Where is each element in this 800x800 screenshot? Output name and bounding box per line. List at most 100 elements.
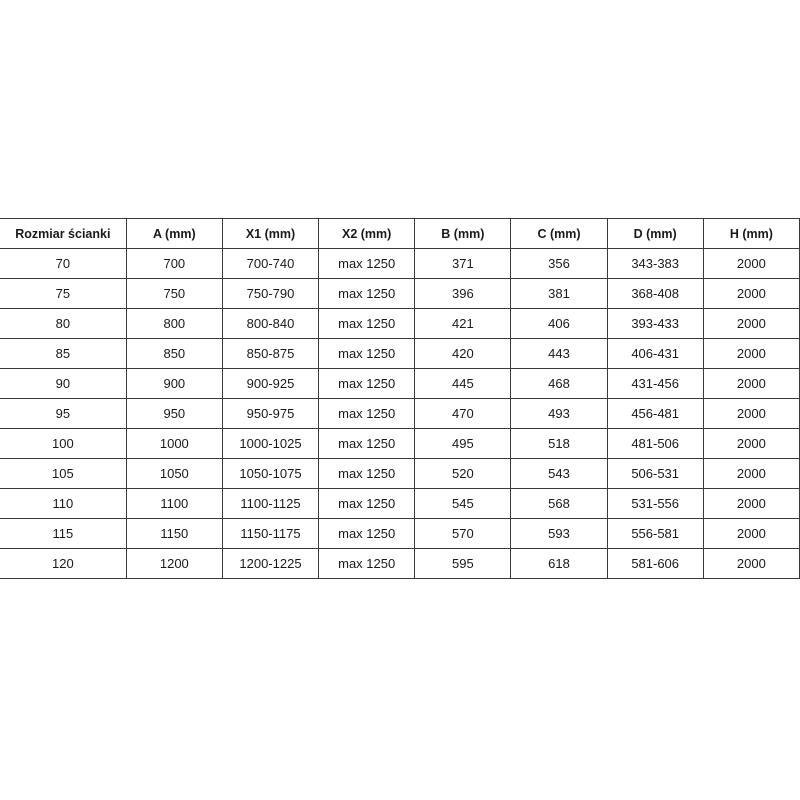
table-row: 120 1200 1200-1225 max 1250 595 618 581-606 200… (0, 548, 800, 579)
cell-h: 2000 (702, 248, 800, 279)
cell-x1: 1000-1025 (221, 428, 320, 459)
table-row: 85 850 850-875 max 1250 420 443 406-431 2000 (0, 338, 800, 369)
cell-wall-size: 115 (0, 518, 127, 549)
cell-wall-size: 120 (0, 548, 127, 579)
cell-b: 495 (414, 428, 512, 459)
cell-c: 593 (510, 518, 608, 549)
cell-c: 443 (510, 338, 608, 369)
cell-a: 1200 (125, 548, 223, 579)
column-header-wall-size: Rozmiar ścianki (0, 218, 127, 249)
cell-x1: 1050-1075 (221, 458, 320, 489)
cell-x1: 1100-1125 (221, 488, 320, 519)
cell-wall-size: 90 (0, 368, 127, 399)
cell-c: 356 (510, 248, 608, 279)
table-row: 70 700 700-740 max 1250 371 356 343-383 2000 (0, 248, 800, 279)
cell-b: 595 (414, 548, 512, 579)
cell-a: 950 (125, 398, 223, 429)
cell-x2: max 1250 (318, 338, 416, 369)
cell-x1: 700-740 (221, 248, 320, 279)
cell-h: 2000 (702, 308, 800, 339)
cell-d: 456-481 (606, 398, 704, 429)
cell-x2: max 1250 (318, 548, 416, 579)
cell-x2: max 1250 (318, 278, 416, 309)
cell-c: 568 (510, 488, 608, 519)
cell-d: 368-408 (606, 278, 704, 309)
cell-x2: max 1250 (318, 368, 416, 399)
dimensions-table: Rozmiar ścianki A (mm) X1 (mm) X2 (mm) B (mm… (0, 218, 800, 579)
cell-d: 343-383 (606, 248, 704, 279)
column-header-a: A (mm) (125, 218, 223, 249)
cell-x2: max 1250 (318, 518, 416, 549)
cell-wall-size: 95 (0, 398, 127, 429)
header-row: Rozmiar ścianki A (mm) X1 (mm) X2 (mm) B (mm… (0, 218, 800, 249)
cell-x2: max 1250 (318, 488, 416, 519)
column-header-x2: X2 (mm) (318, 218, 416, 249)
cell-c: 493 (510, 398, 608, 429)
cell-d: 506-531 (606, 458, 704, 489)
cell-d: 393-433 (606, 308, 704, 339)
cell-c: 468 (510, 368, 608, 399)
cell-a: 750 (125, 278, 223, 309)
cell-a: 850 (125, 338, 223, 369)
table-row: 100 1000 1000-1025 max 1250 495 518 481-506 200… (0, 428, 800, 459)
cell-h: 2000 (702, 458, 800, 489)
cell-c: 381 (510, 278, 608, 309)
cell-h: 2000 (702, 368, 800, 399)
cell-h: 2000 (702, 338, 800, 369)
cell-b: 396 (414, 278, 512, 309)
cell-wall-size: 80 (0, 308, 127, 339)
cell-b: 570 (414, 518, 512, 549)
cell-h: 2000 (702, 518, 800, 549)
column-header-d: D (mm) (606, 218, 704, 249)
column-header-x1: X1 (mm) (221, 218, 320, 249)
cell-x1: 1150-1175 (221, 518, 320, 549)
cell-wall-size: 105 (0, 458, 127, 489)
table-row: 110 1100 1100-1125 max 1250 545 568 531-556 200… (0, 488, 800, 519)
table-row: 105 1050 1050-1075 max 1250 520 543 506-531 200… (0, 458, 800, 489)
cell-x1: 1200-1225 (221, 548, 320, 579)
table-row: 90 900 900-925 max 1250 445 468 431-456 2000 (0, 368, 800, 399)
table-row: 95 950 950-975 max 1250 470 493 456-481 2000 (0, 398, 800, 429)
cell-a: 1100 (125, 488, 223, 519)
cell-h: 2000 (702, 398, 800, 429)
cell-wall-size: 100 (0, 428, 127, 459)
column-header-h: H (mm) (702, 218, 800, 249)
cell-c: 518 (510, 428, 608, 459)
cell-wall-size: 110 (0, 488, 127, 519)
cell-a: 700 (125, 248, 223, 279)
cell-x2: max 1250 (318, 398, 416, 429)
cell-a: 1000 (125, 428, 223, 459)
cell-x1: 800-840 (221, 308, 320, 339)
cell-a: 800 (125, 308, 223, 339)
cell-d: 431-456 (606, 368, 704, 399)
cell-wall-size: 70 (0, 248, 127, 279)
cell-h: 2000 (702, 428, 800, 459)
cell-c: 618 (510, 548, 608, 579)
cell-a: 900 (125, 368, 223, 399)
cell-b: 371 (414, 248, 512, 279)
cell-c: 406 (510, 308, 608, 339)
cell-c: 543 (510, 458, 608, 489)
cell-a: 1050 (125, 458, 223, 489)
cell-x2: max 1250 (318, 428, 416, 459)
cell-x1: 850-875 (221, 338, 320, 369)
cell-d: 556-581 (606, 518, 704, 549)
cell-b: 445 (414, 368, 512, 399)
cell-x2: max 1250 (318, 458, 416, 489)
column-header-b: B (mm) (414, 218, 512, 249)
cell-d: 481-506 (606, 428, 704, 459)
cell-b: 421 (414, 308, 512, 339)
cell-x1: 900-925 (221, 368, 320, 399)
cell-x2: max 1250 (318, 248, 416, 279)
cell-d: 531-556 (606, 488, 704, 519)
cell-h: 2000 (702, 488, 800, 519)
cell-x2: max 1250 (318, 308, 416, 339)
cell-h: 2000 (702, 278, 800, 309)
cell-h: 2000 (702, 548, 800, 579)
column-header-c: C (mm) (510, 218, 608, 249)
cell-d: 406-431 (606, 338, 704, 369)
table-row: 80 800 800-840 max 1250 421 406 393-433 2000 (0, 308, 800, 339)
cell-wall-size: 75 (0, 278, 127, 309)
cell-b: 420 (414, 338, 512, 369)
cell-a: 1150 (125, 518, 223, 549)
